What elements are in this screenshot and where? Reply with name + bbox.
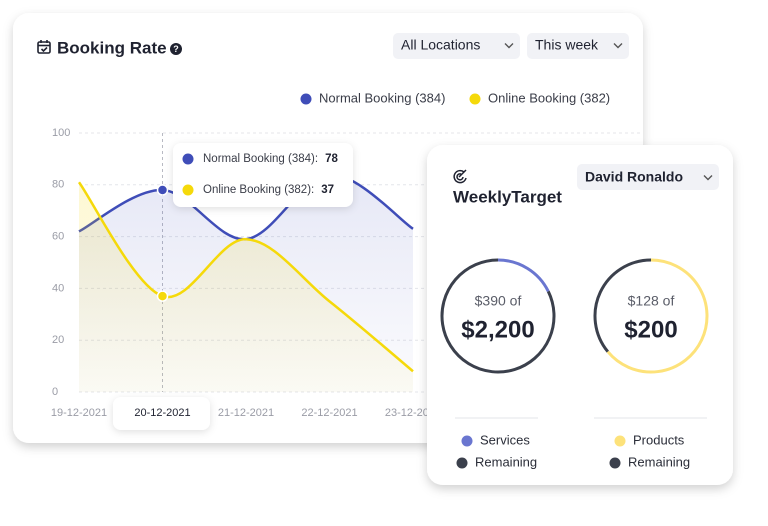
legend-swatch xyxy=(614,435,626,447)
period-filter[interactable] xyxy=(527,33,629,59)
point xyxy=(156,290,169,302)
tooltip-value: 37 xyxy=(321,184,334,196)
legend-label: Remaining xyxy=(628,454,690,469)
area xyxy=(79,182,413,392)
card-title: WeeklyTarget xyxy=(453,187,562,206)
legend-label: Remaining xyxy=(475,454,537,469)
y-tick-label: 0 xyxy=(52,386,58,398)
chevron xyxy=(703,175,713,181)
progress-arc xyxy=(497,258,550,292)
x-tick-label: 21-12-2021 xyxy=(218,407,274,419)
legend-label: Services xyxy=(480,432,530,447)
tooltip-swatch xyxy=(182,153,194,165)
help-icon-glyph: ? xyxy=(173,44,179,54)
x-tick-label: 20-12-2021 xyxy=(134,407,190,419)
y-tick-label: 80 xyxy=(52,179,64,191)
donut-total: $2,200 xyxy=(461,316,534,343)
legend-swatch xyxy=(456,457,468,469)
legend-swatch xyxy=(300,93,312,105)
legend-swatch xyxy=(469,93,481,105)
target-card: WeeklyTarget David Ronaldo $390 of $2,200… xyxy=(427,145,733,485)
y-tick-label: 20 xyxy=(52,334,64,346)
donut-value: $128 of xyxy=(628,293,675,309)
location-filter-label: All Locations xyxy=(401,37,480,53)
x-tick-label: 22-12-2021 xyxy=(301,407,357,419)
location-filter[interactable] xyxy=(393,33,520,59)
tooltip-label: Online Booking (382): xyxy=(203,184,314,196)
donut-value: $390 of xyxy=(475,293,522,309)
y-tick-label: 100 xyxy=(52,127,70,139)
legend-swatch xyxy=(461,435,473,447)
tooltip-swatch xyxy=(182,184,194,196)
person-selector-label: David Ronaldo xyxy=(585,169,683,185)
legend-label: Normal Booking (384) xyxy=(319,90,445,105)
card-title: Booking Rate xyxy=(57,38,167,57)
x-tick-label: 19-12-2021 xyxy=(51,407,107,419)
chevron xyxy=(504,43,514,49)
tooltip xyxy=(173,143,353,207)
card-bg xyxy=(427,145,733,485)
line-chart: 0 20 40 60 80 100 19-12-2021 20-12-2021 21-12-20… xyxy=(51,127,640,419)
target-icon xyxy=(453,169,467,184)
selected-x-pill xyxy=(113,397,210,430)
progress-arc xyxy=(606,258,709,374)
calendar-icon xyxy=(37,40,51,54)
chevron xyxy=(613,43,623,49)
remaining-arc xyxy=(593,258,652,353)
y-tick-label: 60 xyxy=(52,231,64,243)
period-filter-label: This week xyxy=(535,37,599,53)
legend-label: Products xyxy=(633,432,685,447)
donut-total: $200 xyxy=(624,316,677,343)
person-selector[interactable] xyxy=(577,164,719,190)
remaining-arc xyxy=(440,258,556,374)
tooltip-value: 78 xyxy=(325,153,338,165)
y-tick-label: 40 xyxy=(52,282,64,294)
legend-label: Online Booking (382) xyxy=(488,90,610,105)
line xyxy=(77,181,414,373)
point xyxy=(156,184,169,196)
legend-swatch xyxy=(609,457,621,469)
tooltip-label: Normal Booking (384): xyxy=(203,153,318,165)
help-icon[interactable] xyxy=(170,43,182,55)
